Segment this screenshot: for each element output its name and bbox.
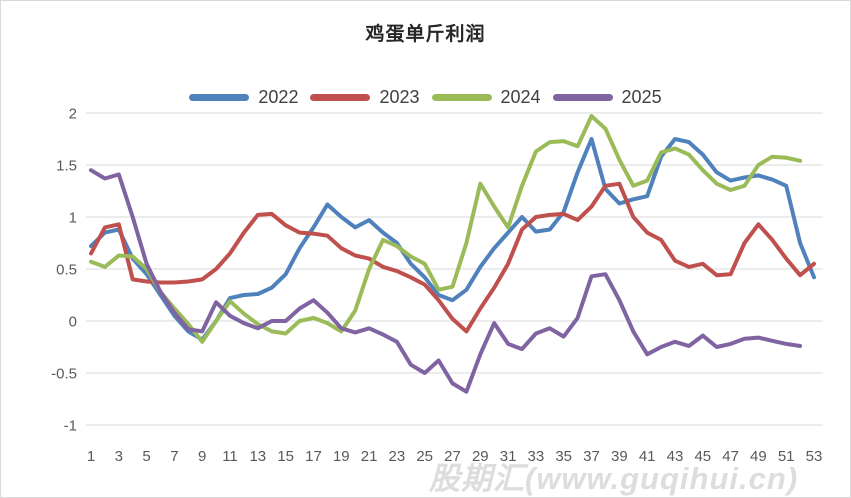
- legend-item-2025: 2025: [552, 87, 662, 108]
- x-axis-tick-label: 35: [555, 448, 572, 465]
- x-axis-tick-label: 43: [667, 448, 684, 465]
- series-line-2024: [89, 114, 803, 344]
- legend-item-2022: 2022: [189, 87, 298, 108]
- watermark: 股期汇(www.guqihui.cn): [429, 461, 799, 496]
- chart-title: 鸡蛋单斤利润: [365, 24, 486, 45]
- x-axis-tick-label: 51: [778, 448, 795, 465]
- y-axis-tick-label: -0.5: [51, 366, 77, 383]
- y-axis-tick-label: 0: [69, 314, 77, 331]
- x-axis-tick-label: 29: [472, 448, 489, 465]
- legend-swatch-2022: [189, 94, 250, 101]
- x-axis-tick-label: 13: [249, 448, 266, 465]
- series-line-2025: [89, 168, 803, 394]
- chart-legend: 2022 2023 2024 2025: [1, 87, 850, 108]
- x-axis-tick-label: 27: [444, 448, 461, 465]
- y-axis-tick-label: 2: [69, 106, 77, 123]
- x-axis-tick-label: 17: [305, 448, 322, 465]
- x-axis-tick-label: 21: [361, 448, 378, 465]
- legend-label: 2025: [621, 87, 662, 107]
- series-line-2023: [89, 181, 816, 334]
- series-line-2022: [89, 137, 816, 342]
- legend-item-2024: 2024: [431, 87, 541, 108]
- x-axis-tick-label: 19: [333, 448, 350, 465]
- x-axis-tick-label: 1: [87, 448, 95, 465]
- y-axis-tick-label: -1: [64, 418, 77, 435]
- x-axis-tick-label: 33: [528, 448, 545, 465]
- legend-label: 2022: [258, 87, 299, 107]
- y-axis-tick-label: 1: [69, 210, 77, 227]
- y-axis-tick-label: 1.5: [56, 158, 77, 175]
- x-axis-tick-label: 15: [277, 448, 294, 465]
- y-axis-tick-label: 0.5: [56, 262, 77, 279]
- x-axis-tick-label: 41: [639, 448, 656, 465]
- x-axis-tick-label: 39: [611, 448, 628, 465]
- x-axis-tick-label: 3: [115, 448, 123, 465]
- legend-swatch-2023: [310, 94, 371, 101]
- x-axis-tick-label: 23: [389, 448, 406, 465]
- legend-label: 2023: [379, 87, 420, 107]
- x-axis-tick-label: 9: [198, 448, 206, 465]
- x-axis-tick-label: 7: [170, 448, 178, 465]
- x-axis-tick-label: 37: [583, 448, 600, 465]
- x-axis-tick-label: 5: [142, 448, 150, 465]
- legend-item-2023: 2023: [310, 87, 420, 108]
- legend-swatch-2024: [431, 94, 492, 101]
- x-axis-tick-label: 49: [750, 448, 767, 465]
- x-axis-tick-label: 45: [694, 448, 711, 465]
- x-axis-tick-label: 11: [222, 448, 238, 465]
- x-axis-tick-label: 25: [416, 448, 433, 465]
- x-axis-tick-label: 31: [500, 448, 517, 465]
- x-axis-tick-label: 53: [806, 448, 823, 465]
- legend-swatch-2025: [552, 94, 613, 101]
- x-axis-tick-label: 47: [722, 448, 739, 465]
- legend-label: 2024: [500, 87, 541, 107]
